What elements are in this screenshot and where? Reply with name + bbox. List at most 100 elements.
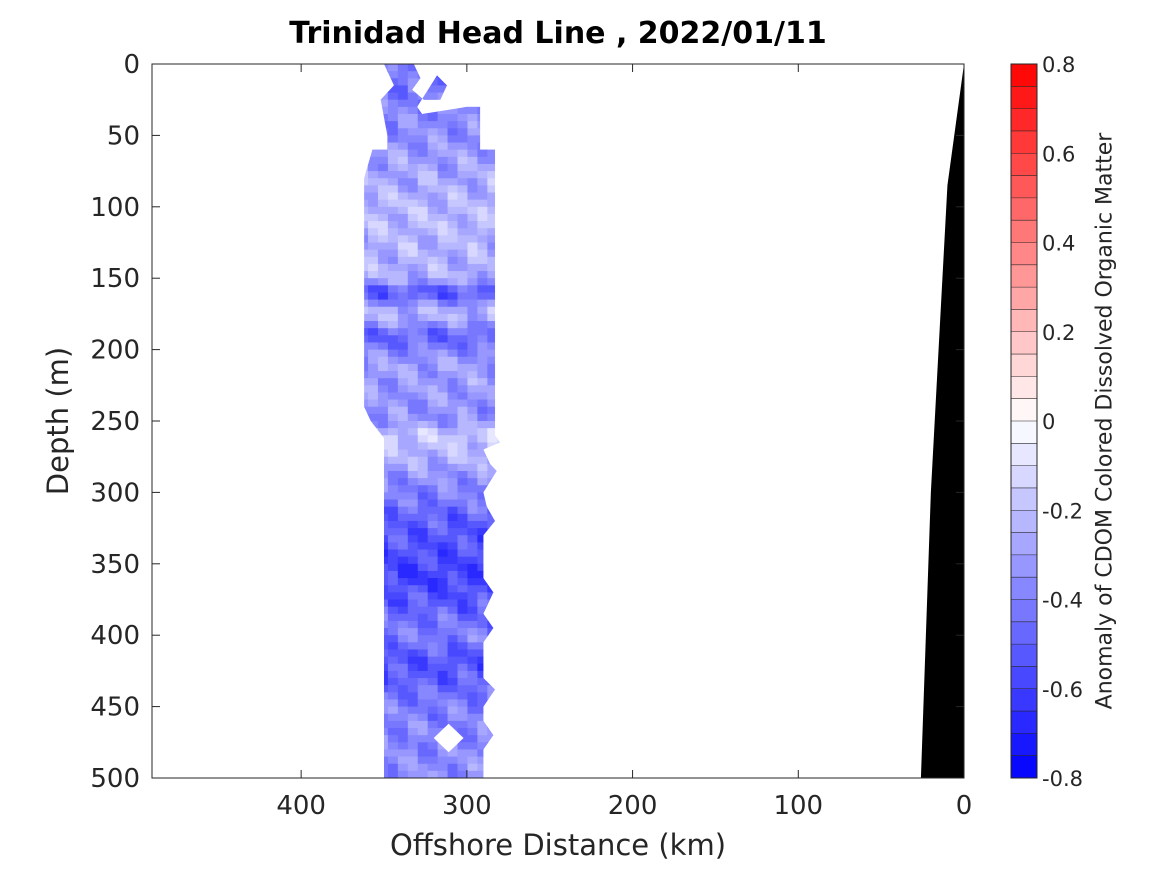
anomaly-cell (407, 299, 418, 308)
anomaly-cell (397, 342, 408, 351)
anomaly-cell (427, 449, 438, 458)
anomaly-cell (456, 249, 468, 258)
anomaly-cell (397, 578, 408, 586)
anomaly-cell (466, 606, 478, 615)
anomaly-cell (397, 642, 408, 651)
anomaly-cell (387, 342, 398, 351)
anomaly-cell (387, 64, 398, 72)
anomaly-cell (407, 706, 418, 715)
anomaly-cell (427, 335, 438, 344)
anomaly-cell (446, 285, 458, 294)
anomaly-cell (437, 406, 448, 415)
anomaly-cell (456, 113, 468, 122)
anomaly-cell (466, 263, 478, 272)
anomaly-cell (456, 271, 468, 279)
anomaly-cell (446, 185, 458, 194)
anomaly-cell (437, 328, 448, 336)
anomaly-cell (397, 442, 408, 451)
anomaly-cell (456, 313, 468, 322)
anomaly-cell (387, 235, 398, 244)
anomaly-cell (476, 513, 488, 522)
anomaly-cell (387, 178, 398, 186)
anomaly-cell (407, 428, 418, 436)
anomaly-cell (437, 299, 448, 308)
anomaly-cell (417, 770, 428, 778)
anomaly-cell (446, 342, 458, 351)
anomaly-cell (446, 485, 458, 493)
anomaly-cell (377, 206, 388, 215)
anomaly-cell (437, 442, 448, 451)
anomaly-cell (397, 363, 408, 372)
anomaly-cell (397, 542, 408, 551)
anomaly-cell (407, 256, 418, 265)
anomaly-cell (466, 149, 478, 158)
anomaly-cell (427, 692, 438, 701)
anomaly-cell (446, 306, 458, 315)
anomaly-cell (364, 171, 369, 179)
anomaly-cell (427, 378, 438, 386)
anomaly-cell (364, 392, 369, 401)
anomaly-cell (407, 678, 418, 686)
anomaly-cell (367, 156, 378, 165)
anomaly-cell (417, 413, 428, 422)
anomaly-cell (466, 742, 478, 751)
anomaly-cell (397, 78, 408, 87)
anomaly-cell (407, 64, 418, 72)
anomaly-cell (486, 371, 498, 379)
anomaly-cell (476, 756, 488, 765)
anomaly-cell (397, 378, 408, 386)
anomaly-cell (417, 506, 428, 515)
anomaly-cell (377, 385, 388, 394)
anomaly-cell (476, 628, 488, 636)
anomaly-cell (407, 592, 418, 601)
anomaly-cell (486, 178, 498, 186)
anomaly-cell (466, 599, 478, 608)
anomaly-cell (397, 728, 408, 736)
anomaly-cell (456, 442, 468, 451)
anomaly-cell (407, 763, 418, 772)
anomaly-cell (486, 363, 498, 372)
data-gap (433, 723, 464, 753)
anomaly-cell (446, 449, 458, 458)
anomaly-cell (476, 499, 488, 508)
anomaly-cell (437, 520, 448, 529)
anomaly-cell (397, 520, 408, 529)
anomaly-cell (397, 713, 408, 722)
anomaly-cell (387, 578, 398, 586)
anomaly-cell (476, 728, 488, 736)
anomaly-cell (476, 578, 488, 586)
anomaly-cell (417, 328, 428, 336)
anomaly-cell (486, 321, 498, 329)
anomaly-cell (407, 435, 418, 444)
anomaly-cell (387, 113, 398, 122)
anomaly-cell (397, 249, 408, 258)
anomaly-cell (437, 178, 448, 186)
anomaly-cell (437, 192, 448, 201)
anomaly-cell (456, 549, 468, 558)
anomaly-cell (437, 349, 448, 358)
anomaly-cell (476, 249, 488, 258)
anomaly-cell (446, 720, 458, 729)
anomaly-cell (476, 520, 488, 529)
anomaly-cell (486, 221, 498, 229)
anomaly-cell (377, 171, 388, 179)
anomaly-cell (476, 178, 488, 186)
anomaly-cell (456, 263, 468, 272)
anomaly-cell (407, 356, 418, 365)
anomaly-cell (427, 278, 438, 286)
anomaly-cell (367, 228, 378, 236)
anomaly-cell (486, 263, 498, 272)
anomaly-cell (446, 542, 458, 551)
x-tick-label: 300 (442, 791, 492, 821)
anomaly-cell (367, 385, 378, 394)
anomaly-cell (466, 292, 478, 301)
anomaly-cell (397, 135, 408, 144)
anomaly-cell (367, 171, 378, 179)
anomaly-cell (407, 406, 418, 415)
chart-title: Trinidad Head Line , 2022/01/11 (289, 16, 827, 51)
anomaly-cell (476, 556, 488, 565)
anomaly-cell (456, 356, 468, 365)
anomaly-cell (456, 185, 468, 194)
anomaly-cell (437, 470, 448, 479)
anomaly-cell (466, 678, 478, 686)
